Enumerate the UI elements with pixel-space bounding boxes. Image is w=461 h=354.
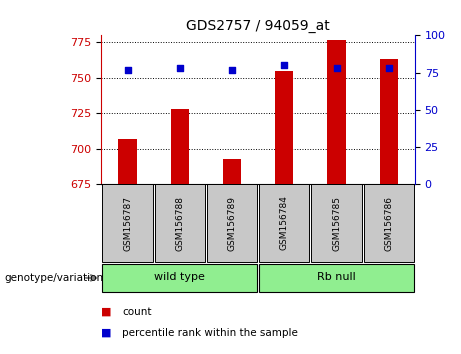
Bar — [118, 139, 136, 184]
Point — [124, 67, 131, 73]
Title: GDS2757 / 94059_at: GDS2757 / 94059_at — [186, 19, 330, 33]
Text: GSM156786: GSM156786 — [384, 195, 393, 251]
Bar — [155, 184, 205, 262]
Bar — [102, 263, 257, 292]
Bar — [327, 40, 346, 184]
Text: wild type: wild type — [154, 272, 205, 282]
Text: percentile rank within the sample: percentile rank within the sample — [122, 328, 298, 338]
Text: GSM156788: GSM156788 — [175, 195, 184, 251]
Text: GSM156784: GSM156784 — [280, 195, 289, 251]
Point — [228, 67, 236, 73]
Text: count: count — [122, 307, 152, 316]
Point — [333, 65, 340, 71]
Bar — [275, 71, 293, 184]
Bar — [312, 184, 361, 262]
Text: Rb null: Rb null — [317, 272, 356, 282]
Bar — [223, 159, 241, 184]
Text: GSM156787: GSM156787 — [123, 195, 132, 251]
Text: GSM156785: GSM156785 — [332, 195, 341, 251]
Bar — [102, 184, 153, 262]
Bar — [364, 184, 414, 262]
Bar — [171, 109, 189, 184]
Point — [385, 65, 392, 71]
Point — [176, 65, 183, 71]
Point — [281, 62, 288, 68]
Bar — [259, 184, 309, 262]
Text: genotype/variation: genotype/variation — [5, 273, 104, 283]
Text: ■: ■ — [101, 328, 112, 338]
Text: GSM156789: GSM156789 — [228, 195, 236, 251]
Text: ■: ■ — [101, 307, 112, 316]
Bar — [207, 184, 257, 262]
Bar — [259, 263, 414, 292]
Bar — [379, 59, 398, 184]
